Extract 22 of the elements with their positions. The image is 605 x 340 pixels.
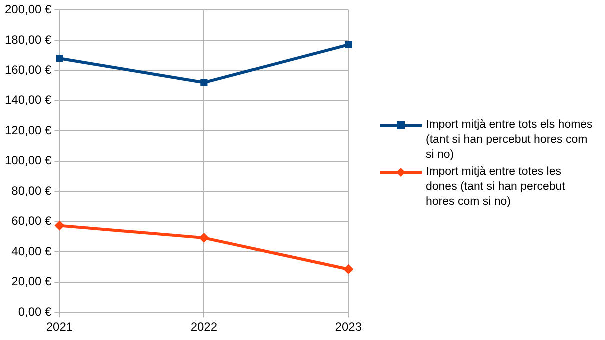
y-tick-label: 100,00 € — [4, 154, 52, 168]
x-tick-label: 2021 — [46, 320, 74, 334]
y-tick-label: 140,00 € — [4, 93, 52, 108]
y-tick-label: 40,00 € — [12, 244, 52, 258]
point — [54, 220, 65, 231]
y-tick-label: 0,00 € — [18, 304, 52, 319]
point — [200, 79, 208, 86]
y-tick-label: 80,00 € — [12, 184, 52, 198]
point — [56, 55, 64, 62]
y-tick-label: 160,00 € — [4, 62, 52, 77]
y-tick-label: 120,00 € — [4, 123, 52, 138]
point — [344, 264, 354, 275]
y-tick-label: 200,00 € — [4, 2, 52, 17]
legend-label: Import mitjà entre tots els homes (tant si han percebut hores com si no) — [426, 118, 594, 163]
y-tick-label: 60,00 € — [12, 214, 52, 228]
y-tick-label: 20,00 € — [12, 274, 52, 289]
legend-label: Import mitjà entre totes les dones (tant si han percebut hores com si no) — [426, 165, 566, 210]
point — [345, 41, 352, 49]
point — [199, 233, 210, 244]
x-tick-label: 2022 — [190, 320, 218, 334]
x-tick-label: 2023 — [335, 320, 362, 334]
y-tick-label: 180,00 € — [4, 32, 52, 47]
